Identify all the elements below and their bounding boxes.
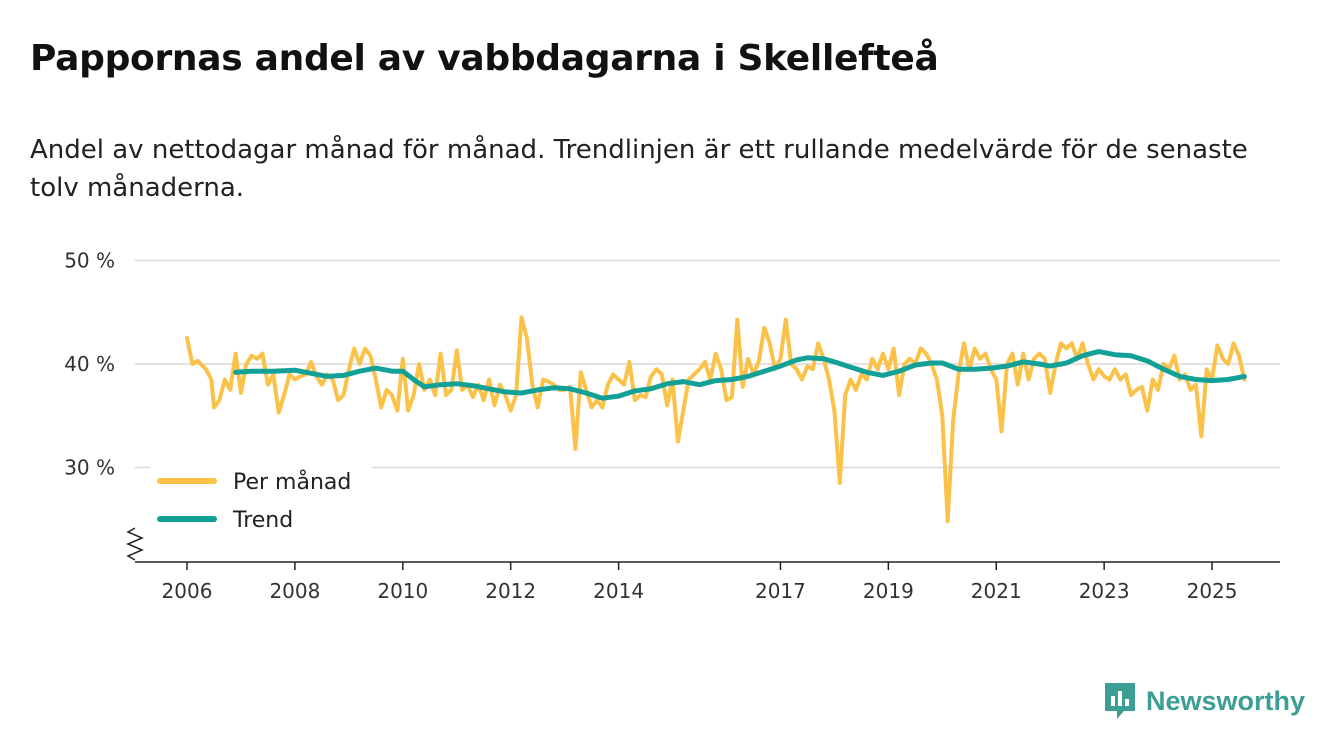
x-axis: 2006 2008 2010 2012 2014 2017 2019 2021 2023 2025 (126, 527, 1280, 603)
x-tick-label-2021: 2021 (971, 579, 1022, 603)
x-tick-label-2023: 2023 (1079, 579, 1130, 603)
newsworthy-logo-text: Newsworthy (1146, 685, 1306, 716)
legend-label-per-manad: Per månad (233, 469, 351, 495)
y-axis-break (126, 527, 144, 561)
legend-background (150, 462, 372, 548)
x-tick-label-2012: 2012 (485, 579, 536, 603)
y-tick-label-40: 40 % (64, 352, 115, 376)
x-tick-label-2017: 2017 (755, 579, 806, 603)
series-lines (185, 315, 1247, 524)
chart-title: Pappornas andel av vabbdagarna i Skellef… (30, 38, 939, 79)
y-tick-label-50: 50 % (64, 249, 115, 273)
y-axis-ticks: 50 % 40 % 30 % (64, 249, 115, 480)
x-tick-label-2010: 2010 (377, 579, 428, 603)
legend: Per månad Trend (150, 462, 372, 548)
x-tick-label-2006: 2006 (162, 579, 213, 603)
x-tick-label-2025: 2025 (1187, 579, 1238, 603)
series-line-per-manad (185, 315, 1247, 524)
x-tick-label-2014: 2014 (593, 579, 644, 603)
series-line-trend (233, 349, 1247, 401)
newsworthy-logo: Newsworthy (1102, 680, 1305, 722)
newsworthy-logo-icon (1105, 683, 1135, 719)
x-tick-label-2019: 2019 (863, 579, 914, 603)
y-tick-label-30: 30 % (64, 456, 115, 480)
x-tick-label-2008: 2008 (269, 579, 320, 603)
chart-subtitle: Andel av nettodagar månad för månad. Tre… (30, 135, 1248, 203)
legend-label-trend: Trend (232, 508, 293, 533)
